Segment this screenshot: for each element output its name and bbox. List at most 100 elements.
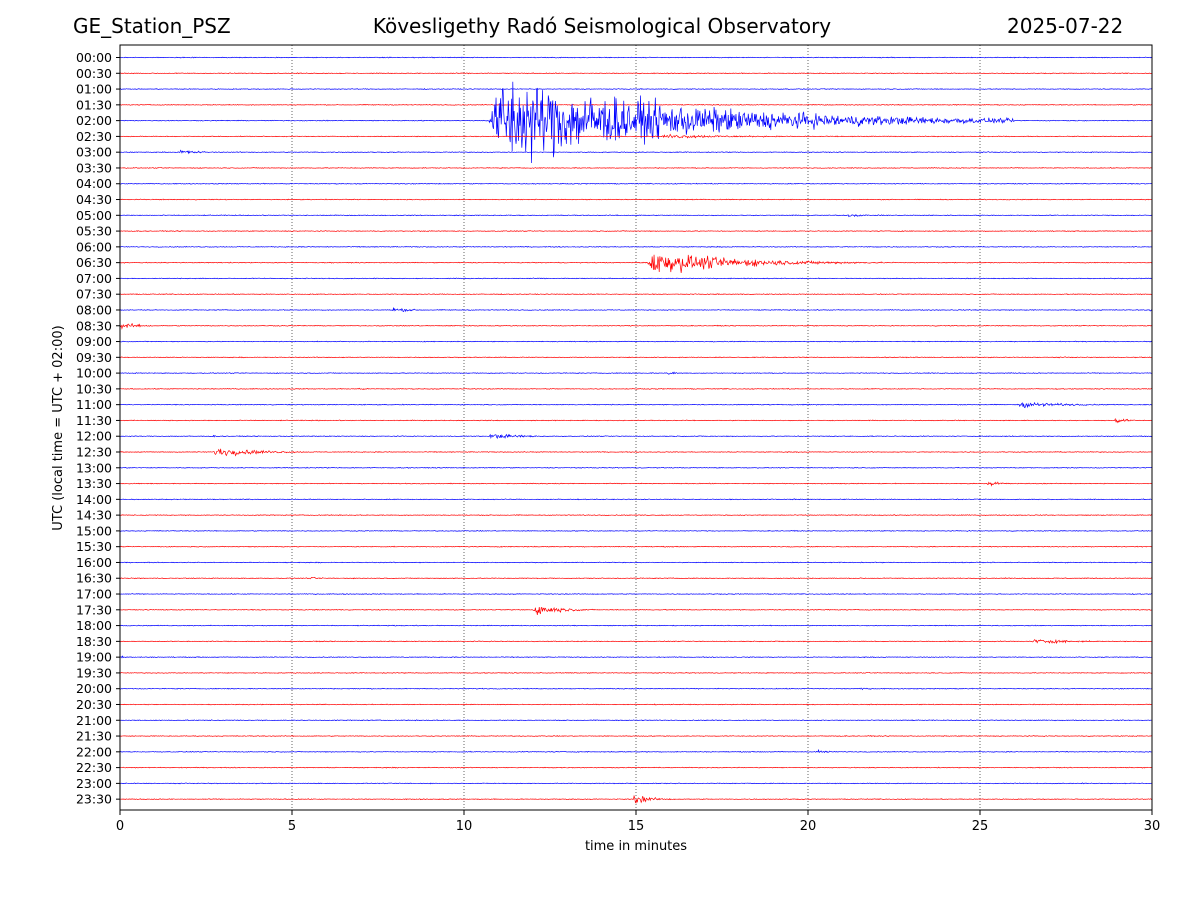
trace-line xyxy=(119,433,1153,440)
x-tick-label: 20 xyxy=(800,819,817,834)
x-tick-label: 5 xyxy=(288,819,296,834)
trace-line xyxy=(119,149,1153,155)
trace-line xyxy=(119,748,1153,754)
trace-line xyxy=(119,254,1153,273)
trace-line xyxy=(119,323,1153,330)
row-label: 08:30 xyxy=(76,318,112,333)
row-label: 18:00 xyxy=(76,618,112,633)
trace-line xyxy=(119,56,1153,59)
trace-line xyxy=(119,514,1153,517)
trace-line xyxy=(119,133,1153,139)
trace-line xyxy=(119,671,1153,674)
row-label: 07:00 xyxy=(76,271,112,286)
trace-line xyxy=(119,103,1153,106)
row-label: 17:30 xyxy=(76,602,112,617)
trace-line xyxy=(119,498,1153,501)
trace-line xyxy=(119,182,1153,185)
row-label: 01:30 xyxy=(76,97,112,112)
row-label: 16:00 xyxy=(76,555,112,570)
trace-line xyxy=(119,356,1153,359)
row-label: 09:00 xyxy=(76,334,112,349)
trace-line xyxy=(119,401,1153,409)
x-tick-label: 10 xyxy=(456,819,473,834)
row-label: 04:00 xyxy=(76,176,112,191)
row-label: 00:30 xyxy=(76,66,112,81)
trace-line xyxy=(119,481,1153,487)
row-label: 09:30 xyxy=(76,350,112,365)
trace-line xyxy=(119,624,1153,627)
row-label: 05:00 xyxy=(76,208,112,223)
x-tick-label: 25 xyxy=(972,819,989,834)
row-label: 18:30 xyxy=(76,634,112,649)
row-label: 05:30 xyxy=(76,224,112,239)
x-axis-label: time in minutes xyxy=(585,839,687,854)
record-date: 2025-07-22 xyxy=(1007,14,1124,38)
trace-line xyxy=(119,466,1153,469)
row-label: 04:30 xyxy=(76,192,112,207)
x-axis-ticks: 0 5 10 15 20 25 30 xyxy=(116,810,1160,834)
trace-line xyxy=(119,545,1153,548)
row-label: 21:00 xyxy=(76,713,112,728)
row-label: 23:30 xyxy=(76,792,112,807)
row-label: 03:00 xyxy=(76,145,112,160)
trace-line xyxy=(119,735,1153,737)
row-label: 22:30 xyxy=(76,760,112,775)
trace-line xyxy=(119,703,1153,706)
row-label: 17:00 xyxy=(76,587,112,602)
row-label: 15:00 xyxy=(76,523,112,538)
row-label: 10:30 xyxy=(76,381,112,396)
trace-line xyxy=(119,655,1153,659)
row-label: 23:00 xyxy=(76,776,112,791)
trace-line xyxy=(119,687,1153,691)
trace-line xyxy=(119,245,1153,248)
trace-line xyxy=(119,529,1153,532)
trace-line xyxy=(119,782,1153,785)
row-labels: 00:0000:3001:0001:3002:0002:3003:0003:30… xyxy=(76,50,120,807)
trace-line xyxy=(119,293,1153,296)
trace-line xyxy=(119,592,1153,596)
station-name: GE_Station_PSZ xyxy=(73,14,231,38)
row-label: 01:00 xyxy=(76,82,112,97)
trace-line xyxy=(119,561,1153,564)
row-label: 14:00 xyxy=(76,492,112,507)
row-label: 16:30 xyxy=(76,571,112,586)
trace-line xyxy=(119,72,1153,75)
y-axis-label: UTC (local time = UTC + 02:00) xyxy=(51,325,66,530)
trace-line xyxy=(119,198,1153,201)
row-label: 03:30 xyxy=(76,160,112,175)
row-label: 11:30 xyxy=(76,413,112,428)
trace-line xyxy=(119,417,1153,424)
trace-line xyxy=(119,214,1153,218)
x-tick-label: 15 xyxy=(628,819,645,834)
trace-line xyxy=(119,81,1153,164)
trace-line xyxy=(119,719,1153,722)
trace-line xyxy=(119,166,1153,169)
row-label: 14:30 xyxy=(76,508,112,523)
trace-line xyxy=(119,576,1153,580)
plot-area xyxy=(120,45,1152,810)
trace-line xyxy=(119,277,1153,280)
row-label: 12:00 xyxy=(76,429,112,444)
row-label: 11:00 xyxy=(76,397,112,412)
trace-line xyxy=(119,340,1153,343)
row-label: 12:30 xyxy=(76,445,112,460)
trace-line xyxy=(119,387,1153,390)
row-label: 15:30 xyxy=(76,539,112,554)
trace-line xyxy=(119,766,1153,769)
trace-line xyxy=(119,371,1153,375)
row-label: 19:30 xyxy=(76,665,112,680)
row-label: 08:00 xyxy=(76,302,112,317)
row-label: 06:30 xyxy=(76,255,112,270)
row-label: 06:00 xyxy=(76,239,112,254)
trace-layer xyxy=(119,56,1153,804)
trace-line xyxy=(119,88,1153,91)
trace-line xyxy=(119,794,1153,804)
row-label: 00:00 xyxy=(76,50,112,65)
row-label: 07:30 xyxy=(76,287,112,302)
row-label: 19:00 xyxy=(76,650,112,665)
trace-line xyxy=(119,638,1153,645)
row-label: 22:00 xyxy=(76,744,112,759)
trace-line xyxy=(119,230,1153,233)
row-label: 13:30 xyxy=(76,476,112,491)
